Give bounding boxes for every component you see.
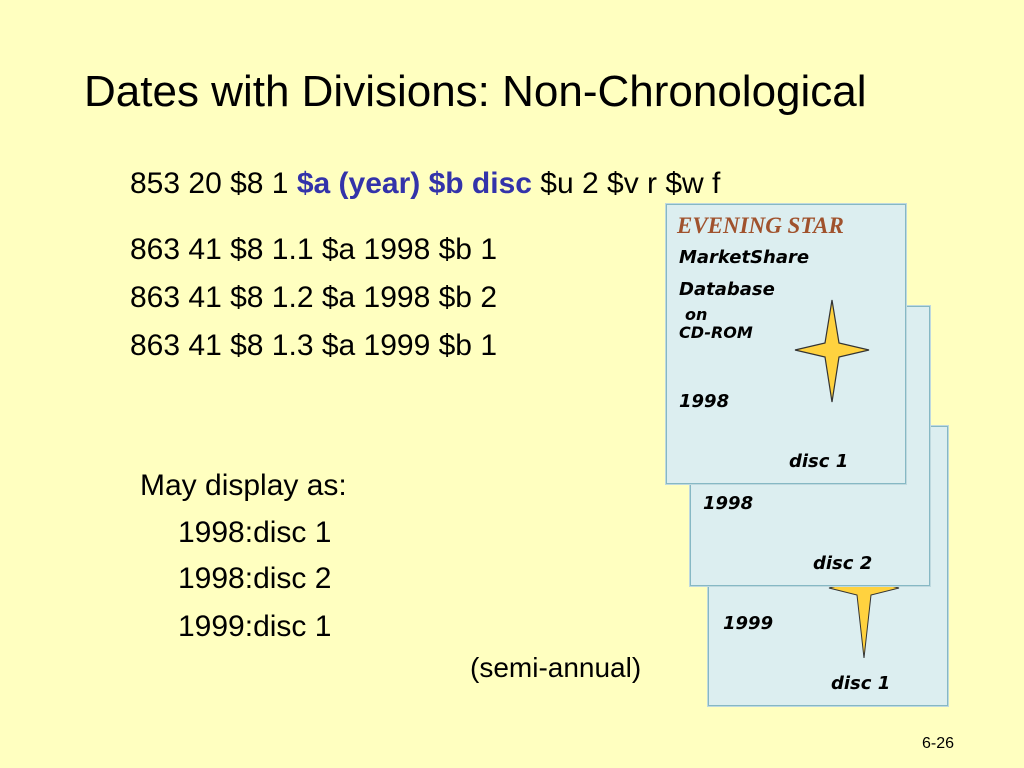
marc-863-line-2: 863 41 $8 1.2 $a 1998 $b 2: [130, 281, 498, 314]
card-line-on: on: [685, 305, 708, 324]
marc-853-part3: $u 2 $v r $w f: [531, 167, 721, 200]
display-item-3: 1999:disc 1: [178, 610, 332, 643]
display-item-2: 1998:disc 2: [178, 562, 332, 595]
semi-annual-note: (semi-annual): [470, 652, 642, 683]
back-card-year: 1999: [723, 613, 774, 634]
slide-title: Dates with Divisions: Non-Chronological: [84, 67, 867, 116]
card-line-cdrom: CD-ROM: [679, 323, 753, 342]
back-card-disc: disc 1: [831, 673, 891, 694]
card-brand-title: EVENING STAR: [677, 213, 844, 238]
card-line-marketshare: MarketShare: [679, 247, 810, 268]
display-item-1: 1998:disc 1: [178, 516, 332, 549]
page-number: 6-26: [922, 735, 955, 752]
display-heading: May display as:: [140, 469, 347, 502]
front-card-year: 1998: [679, 391, 730, 412]
marc-853-part1: 853 20 $8 1: [130, 167, 297, 200]
cd-card-front: EVENING STAR MarketShare Database on CD-…: [666, 204, 906, 484]
marc-863-line-1: 863 41 $8 1.1 $a 1998 $b 1: [130, 233, 498, 266]
card-line-database: Database: [679, 279, 775, 300]
marc-863-line-3: 863 41 $8 1.3 $a 1999 $b 1: [130, 329, 498, 362]
marc-853-subfields-highlight: $a (year) $b disc: [296, 167, 532, 200]
middle-card-disc: disc 2: [813, 553, 873, 574]
front-card-disc: disc 1: [789, 451, 849, 472]
middle-card-year: 1998: [703, 493, 754, 514]
marc-853-line: 853 20 $8 1 $a (year) $b disc $u 2 $v r …: [130, 166, 720, 202]
star-icon: [794, 299, 870, 403]
